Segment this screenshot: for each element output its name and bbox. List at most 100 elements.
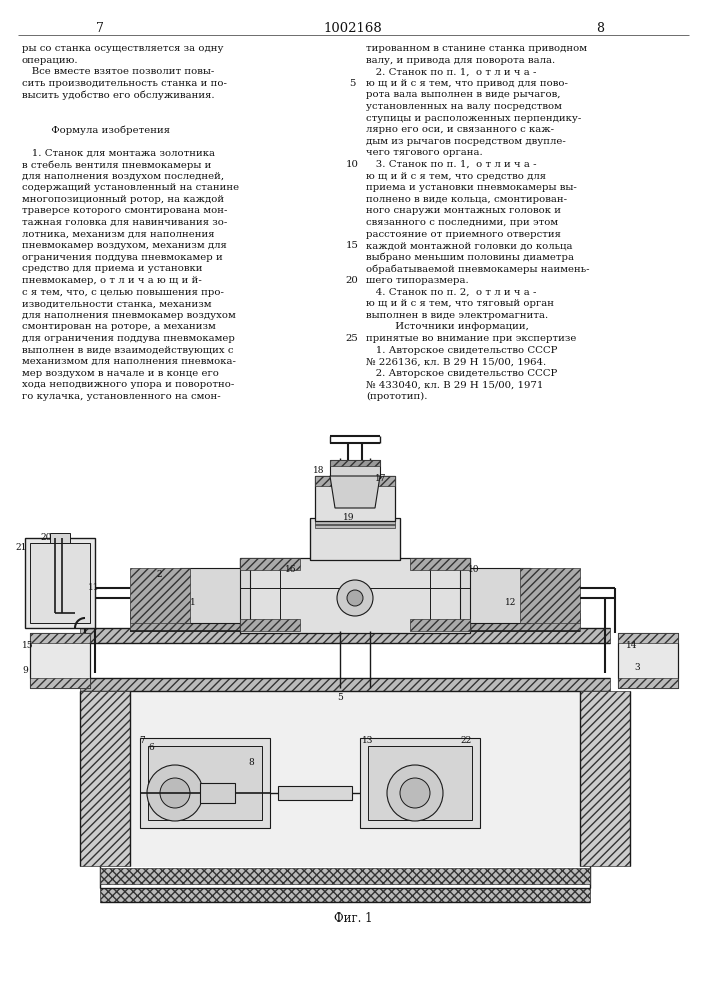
Text: Формула изобретения: Формула изобретения xyxy=(22,125,170,135)
Bar xyxy=(80,691,130,866)
Text: Источники информации,: Источники информации, xyxy=(366,322,529,331)
Text: Все вместе взятое позволит повы-: Все вместе взятое позволит повы- xyxy=(22,67,214,76)
Text: 8: 8 xyxy=(248,758,254,767)
Text: 21: 21 xyxy=(15,543,26,552)
Text: траверсе которого смонтирована мон-: траверсе которого смонтирована мон- xyxy=(22,206,228,215)
Text: связанного с последними, при этом: связанного с последними, при этом xyxy=(366,218,558,227)
Text: (прототип).: (прототип). xyxy=(366,392,428,401)
Text: 11: 11 xyxy=(88,583,100,592)
Text: 6: 6 xyxy=(148,743,153,752)
Text: выбрано меньшим половины диаметра: выбрано меньшим половины диаметра xyxy=(366,253,574,262)
Text: 3: 3 xyxy=(634,663,640,672)
Text: ступицы и расположенных перпендику-: ступицы и расположенных перпендику- xyxy=(366,114,581,123)
Bar xyxy=(315,476,395,521)
Text: мер воздухом в начале и в конце его: мер воздухом в начале и в конце его xyxy=(22,369,219,378)
Bar xyxy=(460,568,530,623)
Text: 10: 10 xyxy=(346,160,358,169)
Bar xyxy=(330,460,380,478)
Circle shape xyxy=(160,778,190,808)
Text: ю щ и й с я тем, что тяговый орган: ю щ и й с я тем, что тяговый орган xyxy=(366,299,554,308)
Text: 20: 20 xyxy=(346,276,358,285)
Text: 5: 5 xyxy=(337,693,343,702)
Circle shape xyxy=(147,765,203,821)
Text: дым из рычагов посредством двупле-: дым из рычагов посредством двупле- xyxy=(366,137,566,146)
Text: тажная головка для навинчивания зо-: тажная головка для навинчивания зо- xyxy=(22,218,227,227)
Text: 25: 25 xyxy=(346,334,358,343)
Text: 17: 17 xyxy=(375,474,387,483)
Circle shape xyxy=(387,765,443,821)
Bar xyxy=(240,619,300,631)
Text: валу, и привода для поворота вала.: валу, и привода для поворота вала. xyxy=(366,56,555,65)
Text: смонтирован на роторе, а механизм: смонтирован на роторе, а механизм xyxy=(22,322,216,331)
Bar xyxy=(30,678,90,688)
Bar xyxy=(130,613,580,631)
Bar xyxy=(315,518,395,528)
Text: 8: 8 xyxy=(596,22,604,35)
Text: механизмом для наполнения пневмока-: механизмом для наполнения пневмока- xyxy=(22,357,236,366)
Text: 1. Станок для монтажа золотника: 1. Станок для монтажа золотника xyxy=(22,148,215,157)
Text: обрабатываемой пневмокамеры наимень-: обрабатываемой пневмокамеры наимень- xyxy=(366,264,590,274)
Bar xyxy=(30,543,90,623)
Text: № 433040, кл. В 29 Н 15/00, 1971: № 433040, кл. В 29 Н 15/00, 1971 xyxy=(366,380,544,389)
Bar xyxy=(618,633,678,643)
Text: содержащий установленный на станине: содержащий установленный на станине xyxy=(22,183,239,192)
Bar xyxy=(360,738,480,828)
Text: 16: 16 xyxy=(285,565,296,574)
Text: полнено в виде кольца, смонтирован-: полнено в виде кольца, смонтирован- xyxy=(366,195,567,204)
Text: 4. Станок по п. 2,  о т л и ч а -: 4. Станок по п. 2, о т л и ч а - xyxy=(366,288,537,297)
Text: ного снаружи монтажных головок и: ного снаружи монтажных головок и xyxy=(366,206,561,215)
Text: 10: 10 xyxy=(468,565,479,574)
Bar xyxy=(140,738,270,828)
Bar xyxy=(100,868,590,884)
Bar xyxy=(580,691,630,866)
Text: ю щ и й с я тем, что средство для: ю щ и й с я тем, что средство для xyxy=(366,172,546,181)
Polygon shape xyxy=(330,476,380,508)
Text: чего тягового органа.: чего тягового органа. xyxy=(366,148,483,157)
Text: хода неподвижного упора и поворотно-: хода неподвижного упора и поворотно- xyxy=(22,380,234,389)
Text: 1002168: 1002168 xyxy=(324,22,382,35)
Text: 19: 19 xyxy=(343,513,354,522)
Text: 18: 18 xyxy=(313,466,325,475)
Text: 15: 15 xyxy=(22,641,34,650)
Text: 2. Авторское свидетельство СССР: 2. Авторское свидетельство СССР xyxy=(366,369,557,378)
Bar xyxy=(618,633,678,688)
Text: тированном в станине станка приводном: тированном в станине станка приводном xyxy=(366,44,587,53)
Bar xyxy=(80,628,610,643)
Text: 1. Авторское свидетельство СССР: 1. Авторское свидетельство СССР xyxy=(366,346,557,355)
Text: рота вала выполнен в виде рычагов,: рота вала выполнен в виде рычагов, xyxy=(366,90,561,99)
Text: сить производительность станка и по-: сить производительность станка и по- xyxy=(22,79,227,88)
Text: Фиг. 1: Фиг. 1 xyxy=(334,912,373,925)
Text: высить удобство его обслуживания.: высить удобство его обслуживания. xyxy=(22,90,215,100)
Text: для ограничения поддува пневмокамер: для ограничения поддува пневмокамер xyxy=(22,334,235,343)
Text: для наполнения пневмокамер воздухом: для наполнения пневмокамер воздухом xyxy=(22,311,235,320)
Bar xyxy=(30,633,90,643)
Text: 2. Станок по п. 1,  о т л и ч а -: 2. Станок по п. 1, о т л и ч а - xyxy=(366,67,537,76)
Text: 7: 7 xyxy=(96,22,104,35)
Text: 13: 13 xyxy=(362,736,373,745)
Bar xyxy=(100,888,590,902)
Text: выполнен в виде электромагнита.: выполнен в виде электромагнита. xyxy=(366,311,548,320)
Bar xyxy=(30,633,90,688)
Circle shape xyxy=(347,590,363,606)
Text: № 226136, кл. В 29 Н 15/00, 1964.: № 226136, кл. В 29 Н 15/00, 1964. xyxy=(366,357,547,366)
Text: пневмокамер, о т л и ч а ю щ и й-: пневмокамер, о т л и ч а ю щ и й- xyxy=(22,276,201,285)
Text: принятые во внимание при экспертизе: принятые во внимание при экспертизе xyxy=(366,334,576,343)
Bar xyxy=(148,746,262,820)
Text: 1: 1 xyxy=(190,598,196,607)
Text: 14: 14 xyxy=(626,641,638,650)
Bar xyxy=(240,558,300,570)
Bar xyxy=(368,746,472,820)
Text: 15: 15 xyxy=(346,241,358,250)
Text: в стебель вентиля пневмокамеры и: в стебель вентиля пневмокамеры и xyxy=(22,160,211,169)
Bar xyxy=(180,568,250,623)
Text: многопозиционный ротор, на каждой: многопозиционный ротор, на каждой xyxy=(22,195,224,204)
Text: ограничения поддува пневмокамер и: ограничения поддува пневмокамер и xyxy=(22,253,223,262)
Text: расстояние от приемного отверстия: расстояние от приемного отверстия xyxy=(366,230,561,239)
Bar xyxy=(410,619,470,631)
Text: изводительности станка, механизм: изводительности станка, механизм xyxy=(22,299,211,308)
Bar xyxy=(315,476,395,486)
Circle shape xyxy=(400,778,430,808)
Bar xyxy=(240,558,470,633)
Bar xyxy=(102,689,588,867)
Bar xyxy=(25,538,95,628)
